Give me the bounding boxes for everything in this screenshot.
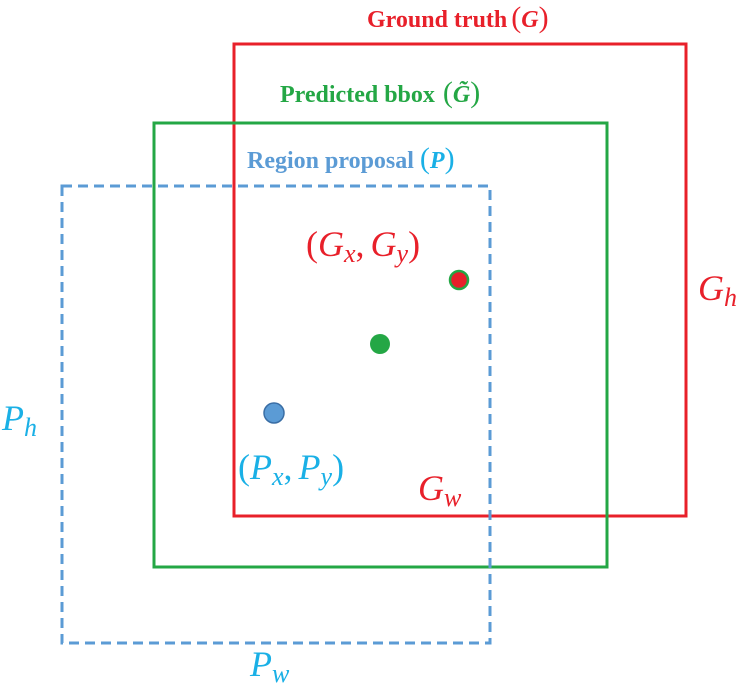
region-proposal-title: Region proposal (P) (247, 142, 455, 175)
predicted-title: Predicted bbox (G̃) (280, 76, 480, 109)
ground-truth-title: Ground truth (G) (367, 1, 549, 34)
predicted-center-point (370, 334, 390, 354)
ground-truth-box (232, 42, 688, 518)
proposal-width-label: Pw (249, 644, 290, 688)
predicted-box (152, 121, 609, 569)
ground-truth-center-label: (Gx, Gy) (306, 224, 420, 268)
proposal-center-point (263, 402, 285, 424)
proposal-center-label: (Px, Py) (238, 447, 344, 491)
region-proposal-box (60, 184, 492, 645)
ground-truth-width-label: Gw (418, 468, 462, 512)
ground-truth-center-point (448, 269, 470, 291)
ground-truth-height-label: Gh (698, 268, 737, 312)
proposal-height-label: Ph (1, 398, 37, 442)
